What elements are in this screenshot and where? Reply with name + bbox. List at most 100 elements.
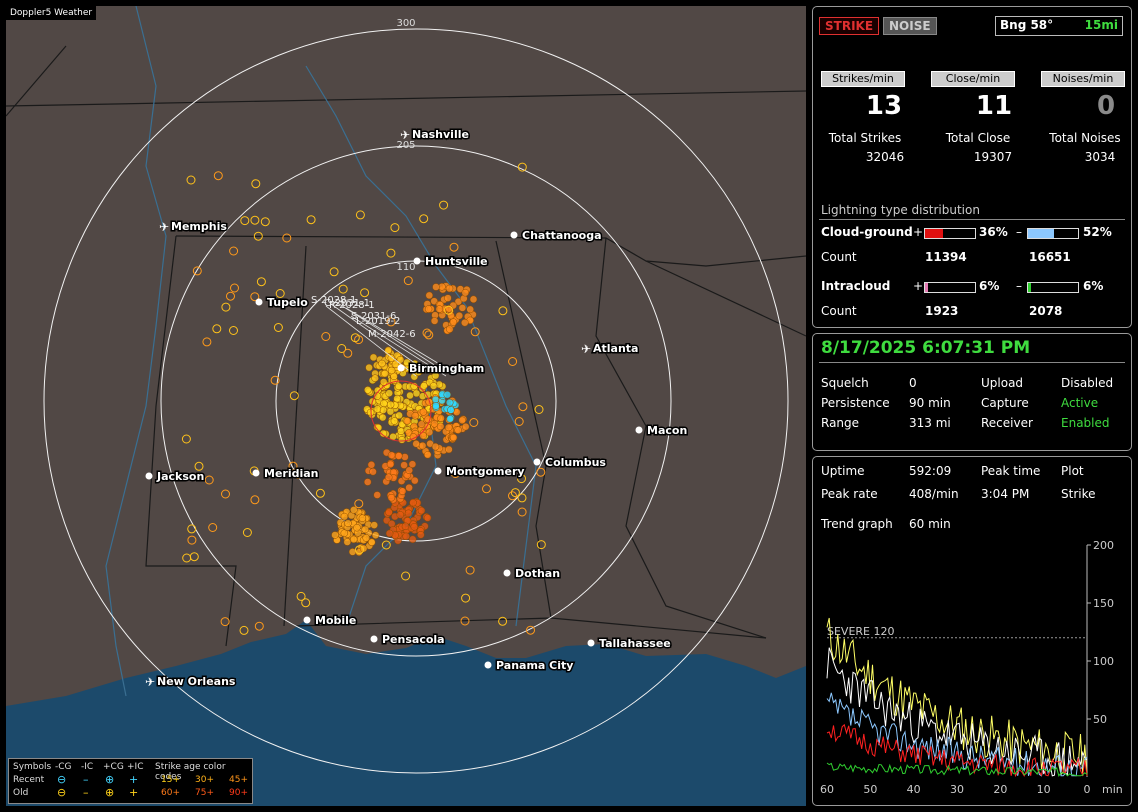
- tab-close-per-min[interactable]: Close/min: [931, 71, 1015, 87]
- strike-marker: [221, 489, 230, 499]
- ic-pos-sign: +: [913, 279, 924, 293]
- strike-marker: [208, 523, 218, 532]
- strike-marker: [338, 284, 348, 294]
- city-label-outline: Panama City: [496, 659, 573, 672]
- noise-button[interactable]: NOISE: [883, 17, 937, 35]
- y-tick-label: 50: [1093, 713, 1107, 726]
- total-strikes-label: Total Strikes: [828, 131, 902, 145]
- strike-marker: [355, 210, 365, 220]
- strike-marker: [432, 402, 440, 410]
- strike-marker: [482, 484, 491, 494]
- strike-marker: [536, 540, 546, 550]
- strike-button[interactable]: STRIKE: [819, 17, 880, 35]
- strike-marker: [514, 417, 524, 426]
- strike-marker: [444, 423, 453, 432]
- strike-marker: [270, 375, 280, 385]
- strike-marker: [212, 324, 222, 334]
- strike-marker: [242, 528, 252, 537]
- strike-marker: [393, 394, 401, 403]
- strike-marker: [368, 538, 376, 547]
- tab-noises-per-min[interactable]: Noises/min: [1041, 71, 1125, 87]
- city-label: Jackson: [156, 470, 204, 483]
- legend-recent-neg-cg-icon: ⊖: [57, 773, 67, 786]
- cloud-ground-label: Cloud-ground: [821, 225, 913, 239]
- status-key: Capture: [981, 396, 1029, 410]
- x-tick-label: 30: [950, 783, 964, 796]
- strike-marker: [419, 431, 427, 440]
- strike-marker: [517, 507, 527, 517]
- strike-marker: [419, 214, 429, 224]
- strike-marker: [386, 460, 395, 469]
- city-label-outline: Columbus: [545, 456, 606, 469]
- strike-marker: [213, 171, 223, 181]
- city-label: Pensacola: [382, 633, 445, 646]
- strike-marker: [275, 289, 285, 298]
- strike-marker: [226, 291, 235, 301]
- distance-value: 15mi: [1084, 18, 1118, 32]
- range-label-300: 300: [396, 18, 415, 29]
- strike-marker: [417, 531, 425, 539]
- strike-marker: [412, 389, 421, 398]
- strike-marker: [367, 461, 376, 469]
- strike-marker: [387, 366, 396, 375]
- city-dot-icon: [484, 661, 492, 669]
- strike-marker: [239, 625, 249, 635]
- strike-marker: [250, 292, 260, 302]
- cg-neg-pct: 52%: [1083, 225, 1112, 239]
- strike-marker: [253, 231, 263, 241]
- strike-marker: [431, 395, 440, 404]
- strike-marker: [321, 332, 331, 341]
- cg-count-label: Count: [821, 250, 857, 264]
- strike-marker: [386, 248, 396, 258]
- status-value: Active: [1061, 396, 1099, 410]
- city-dot-icon: [635, 426, 643, 434]
- legend-old-neg-ic-icon: –: [83, 786, 89, 799]
- strike-marker: [439, 200, 449, 210]
- strike-marker: [293, 470, 303, 479]
- strike-marker: [403, 358, 411, 367]
- airport-icon: ✈: [581, 342, 591, 356]
- strike-marker: [444, 305, 453, 315]
- divider: [819, 219, 1125, 220]
- plot-value[interactable]: Strike: [1061, 487, 1096, 501]
- strike-marker: [395, 411, 403, 420]
- strike-marker: [394, 382, 403, 391]
- strike-marker: [387, 451, 396, 459]
- strike-marker: [423, 514, 432, 522]
- bearing-display: Bng 58° 15mi: [995, 16, 1123, 36]
- strike-marker: [455, 311, 464, 320]
- strike-marker: [301, 598, 311, 608]
- strike-marker: [460, 616, 470, 626]
- cg-pos-sign: +: [913, 225, 924, 239]
- y-tick-label: 200: [1093, 539, 1114, 552]
- city-label-outline: Nashville: [412, 128, 469, 141]
- noises-per-min-value: 0: [1096, 91, 1116, 121]
- lightning-map[interactable]: 300 205 110 S-2028-1C-2031-1R-2028-1S-20…: [6, 6, 806, 806]
- strike-marker: [470, 327, 480, 337]
- strike-marker: [518, 402, 528, 412]
- strike-marker: [405, 483, 413, 492]
- strike-marker: [424, 330, 434, 340]
- strike-marker: [371, 531, 380, 539]
- storm-track-label: S-2031-6: [351, 311, 396, 322]
- tab-strikes-per-min[interactable]: Strikes/min: [821, 71, 905, 87]
- legend-recent-pos-ic-icon: +: [129, 773, 139, 786]
